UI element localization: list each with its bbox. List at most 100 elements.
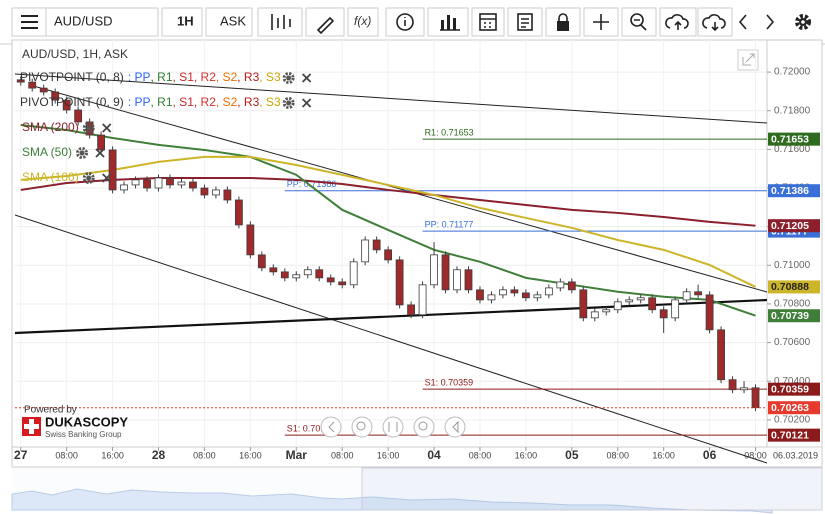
pivot-legend-item: , R3 [237,95,259,109]
chart-type-button[interactable] [257,7,303,37]
price-box-label: 0.70263 [771,402,809,414]
price-box-label: 0.71653 [771,133,809,145]
nav-reset[interactable] [382,416,404,438]
candle-body [556,281,565,289]
candle-body [269,267,278,273]
sma-line [20,176,756,227]
gear-hub [79,150,85,156]
legend: PIVOTPOINT (0, 8): PP, R1, S1, R2, S2, R… [20,70,312,184]
candle-body [16,79,25,83]
candle-body [338,281,347,286]
zoom-button[interactable] [621,7,657,37]
candle-body [625,299,634,303]
candle-body [418,284,427,316]
x-tick-label: 16:00 [101,450,124,460]
powered-by: Powered by [24,405,77,416]
draw-button[interactable] [305,7,345,37]
period-select[interactable]: 1H [161,7,203,37]
pivot-level-label: PP: 0.71177 [425,219,474,229]
close-icon [95,148,105,158]
x-tick-label: 08:00 [55,450,78,460]
info-button[interactable] [385,7,425,37]
lock-button[interactable] [545,7,581,37]
candle-body [395,259,404,306]
candle-body [510,289,519,294]
trend-lines [14,73,768,464]
price-box-label: 0.70739 [771,310,809,322]
y-tick-label: 0.72000 [774,67,811,78]
candle-body [579,289,588,319]
pivot-legend-name: PIVOTPOINT (0, 8) [20,70,124,84]
price-box [768,428,820,442]
x-tick-label: 28 [152,448,166,462]
pivot-legend-item: , R1 [151,95,173,109]
price-box [768,184,820,198]
x-tick-label: 16:00 [239,450,262,460]
news-button[interactable] [507,7,543,37]
close-icon [301,98,312,108]
upload-button[interactable] [659,7,697,37]
crosshair-button[interactable] [583,7,619,37]
menu-button[interactable] [11,7,47,37]
candle-body [200,187,209,196]
navigator-area [11,488,773,514]
gear-hub [286,75,292,81]
candle-body [120,184,128,191]
forward-button[interactable] [766,14,775,30]
close-icon [102,173,112,183]
gear-icon [282,72,295,84]
price-box-label: 0.71205 [771,220,809,232]
x-tick-label: 04 [427,448,441,462]
volume-button[interactable] [427,7,469,37]
candle-body [567,281,576,291]
indicators-button[interactable]: f(x) [347,7,379,37]
close-icon [102,123,112,133]
candle-body [51,91,60,101]
candle-body [372,239,381,251]
gear-icon [82,172,95,184]
x-tick-label: 05 [565,448,579,462]
candle-body [62,99,71,111]
candle-body [522,292,530,299]
sma-line [20,155,756,288]
fx-label: f(x) [354,14,371,28]
sma-line [20,124,756,317]
navigator-window[interactable] [361,467,823,511]
brand-tagline: Swiss Banking Group [45,430,122,439]
calendar-button[interactable] [471,7,505,37]
candle-body [177,181,186,186]
symbol-select[interactable]: AUD/USD [45,7,159,37]
logo-cross [24,419,39,434]
candle-body [636,297,645,301]
close-icon [301,73,312,83]
gear-hub [286,100,292,106]
x-tick-label: 16:00 [515,450,538,460]
back-button[interactable] [738,14,747,30]
candle-body [97,134,106,151]
candle-body [659,309,668,319]
candle-body [143,179,151,189]
candle-body [717,329,725,381]
gear-icon [82,122,95,134]
pivot-legend-item: , S3 [259,95,281,109]
settings-button[interactable] [795,14,811,30]
x-tick-label: 06 [703,448,717,462]
price-box [768,309,820,323]
pivot-legend-item: , S2 [216,95,238,109]
side-select[interactable]: ASK [205,7,253,37]
candle-body [430,254,438,286]
candle-body [441,254,450,291]
x-tick-label: 08:00 [331,450,354,460]
candle-body [648,297,657,311]
gear-icon [76,147,89,159]
x-tick-label: 08:00 [606,450,629,460]
candle-body [682,291,691,301]
pivot-legend-item: , S2 [216,70,238,84]
y-tick-label: 0.70200 [774,415,811,426]
candle-body [384,249,393,261]
pivot-legend-item: , S3 [259,70,281,84]
download-button[interactable] [697,7,733,37]
candle-body [453,269,461,291]
